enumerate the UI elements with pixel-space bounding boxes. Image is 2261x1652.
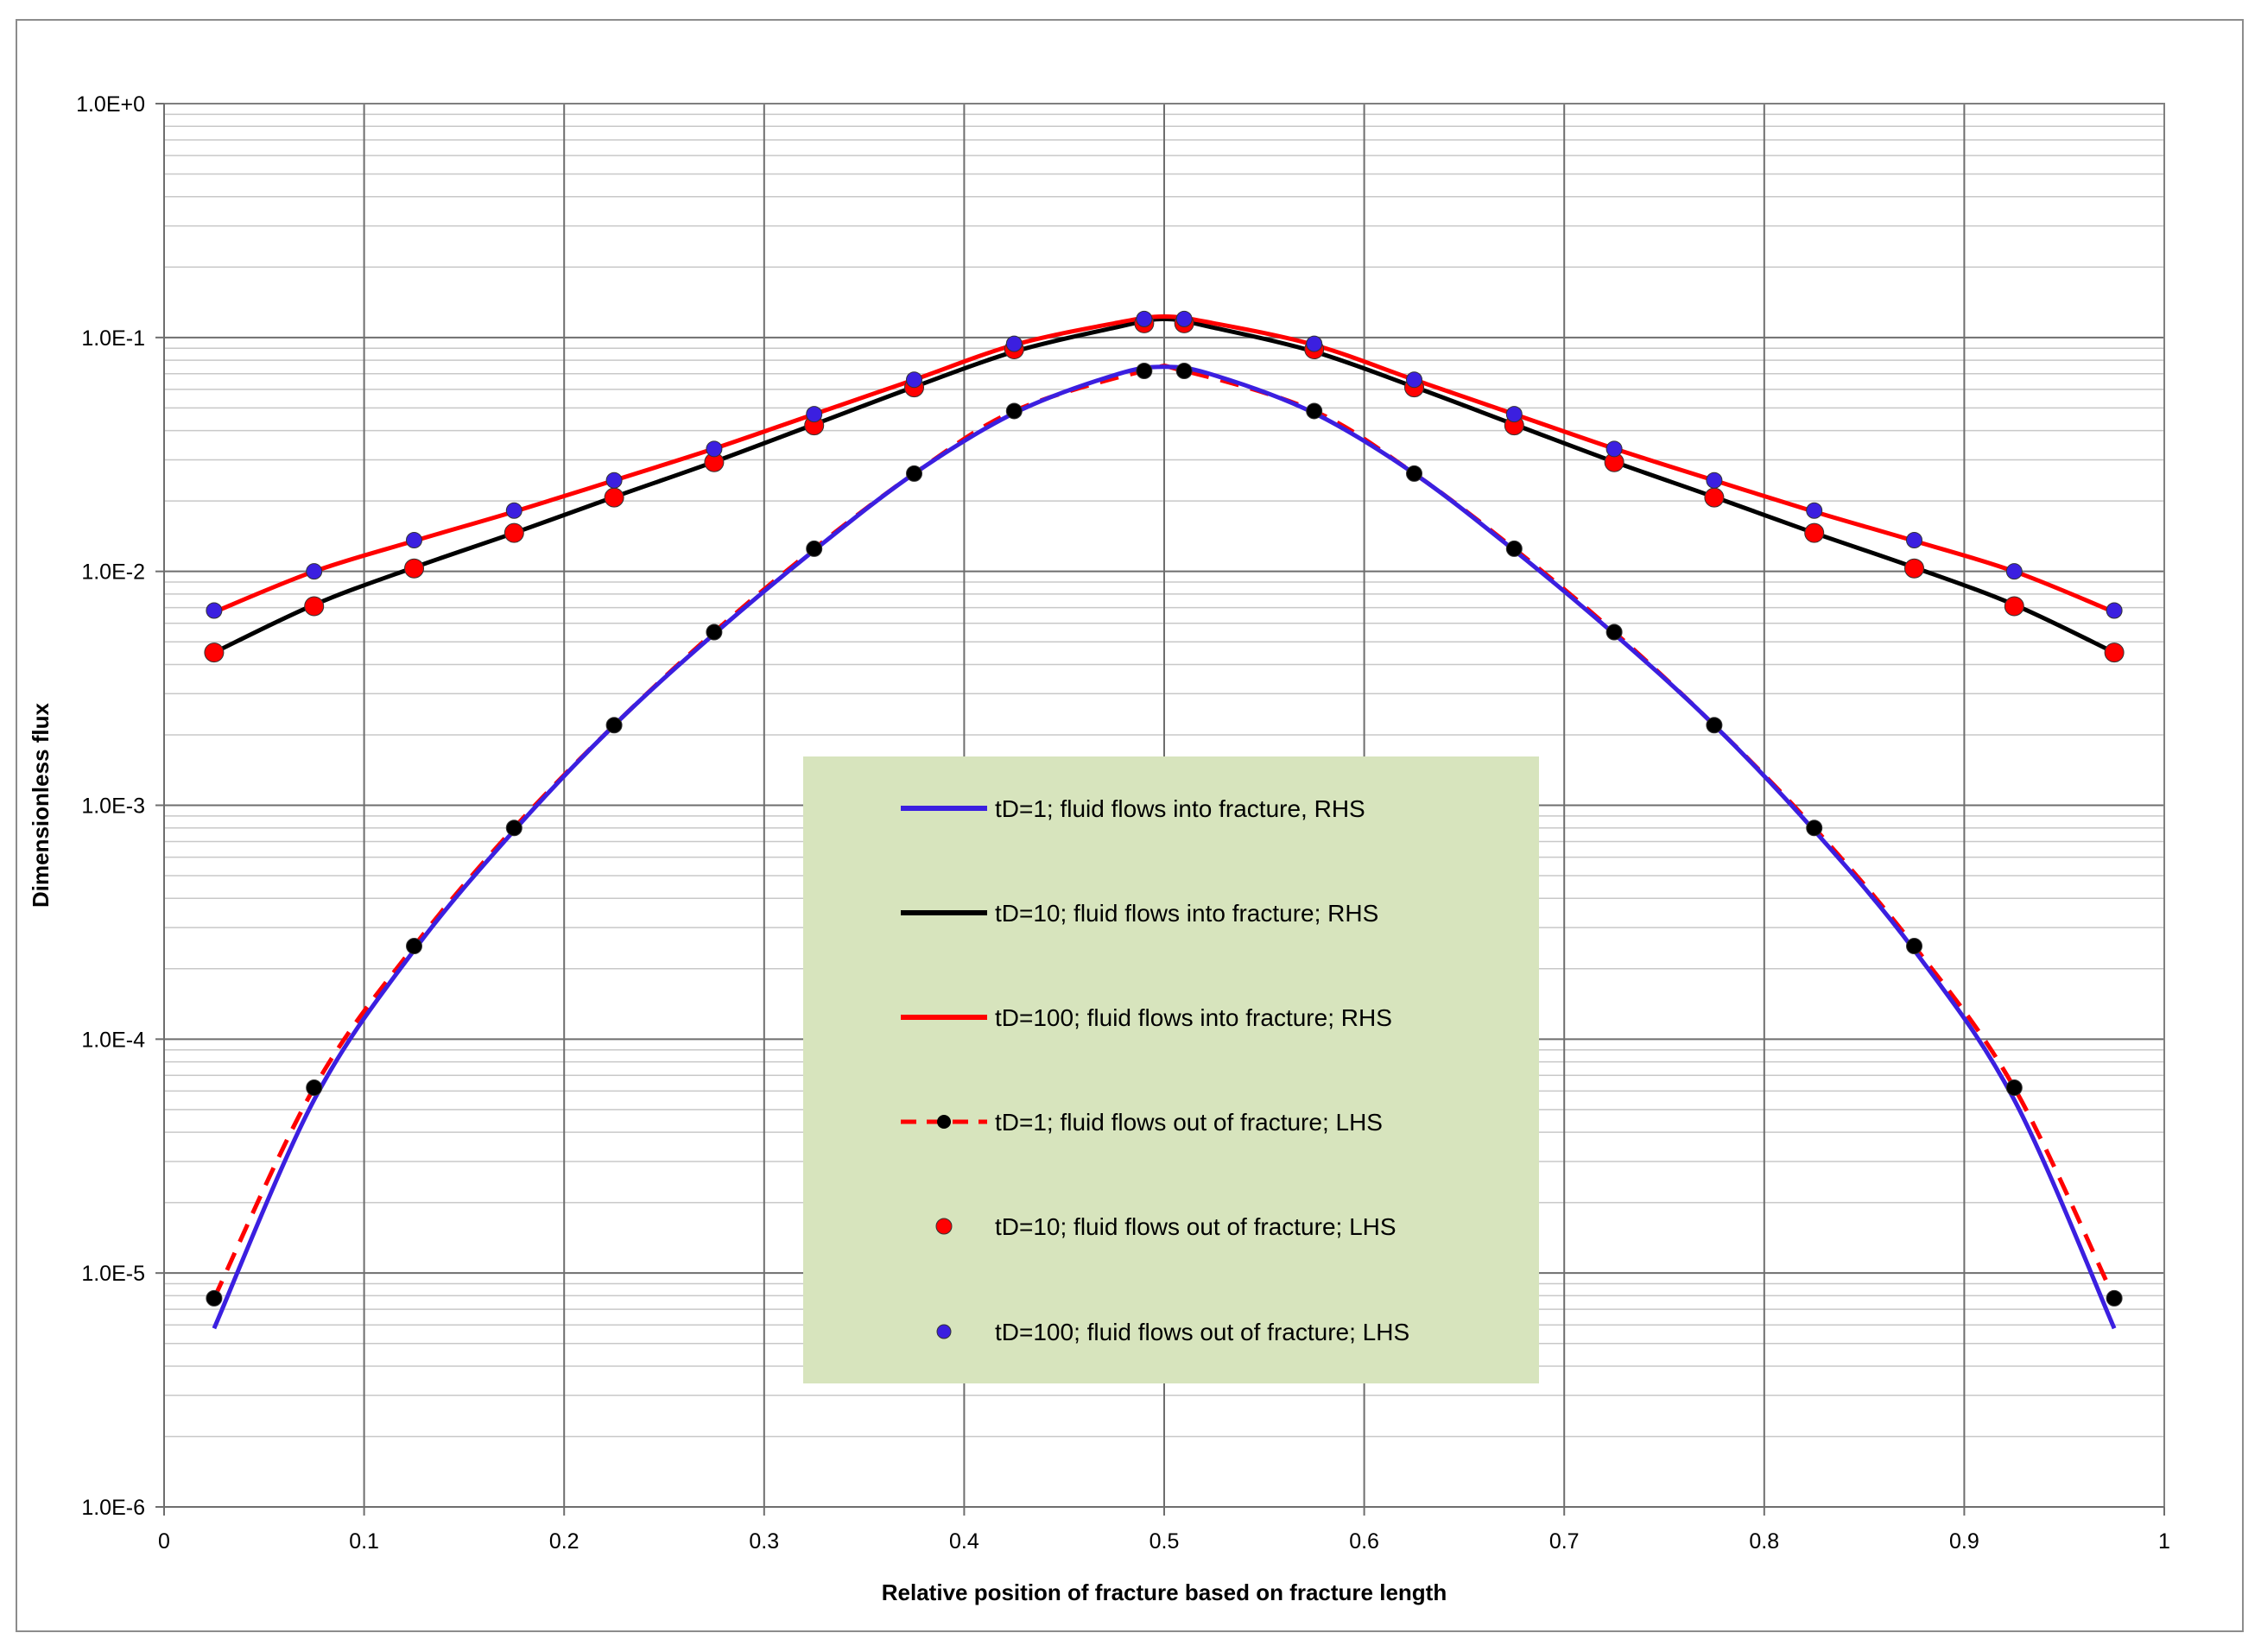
legend-swatch-marker: [936, 1324, 952, 1339]
series-5-point: [1175, 310, 1193, 327]
x-tick-label: 0.1: [349, 1529, 379, 1554]
y-tick-label: 1.0E-6: [81, 1496, 145, 1520]
series-3-point: [1505, 540, 1523, 557]
legend-swatch-marker: [937, 1115, 951, 1129]
x-tick-label: 0.6: [1349, 1529, 1379, 1554]
series-5-point: [1406, 371, 1422, 389]
legend-label: tD=1; fluid flows into fracture, RHS: [995, 795, 1365, 822]
series-5-point: [1606, 440, 1623, 458]
series-3-point: [2106, 1289, 2123, 1307]
series-3-point: [1906, 938, 1922, 955]
legend-label: tD=100; fluid flows out of fracture; LHS: [995, 1319, 1409, 1345]
series-4-point: [2004, 596, 2024, 617]
y-axis-title: Dimensionless flux: [28, 702, 54, 907]
series-3-point: [1306, 402, 1323, 420]
series-1-line: [212, 316, 2116, 655]
series-3-point: [1606, 623, 1623, 641]
series-5-point: [1706, 472, 1723, 489]
series-5-point: [505, 502, 522, 519]
series-4-point: [1904, 558, 1924, 579]
legend-label: tD=10; fluid flows into fracture; RHS: [995, 900, 1378, 927]
series-3-point: [1005, 402, 1023, 420]
series-5-point: [1005, 335, 1023, 352]
series-4-point: [1704, 487, 1725, 508]
axes: 0 0.1 0.2 0.3 0.4 0.5 0.6 0.7 0.8 0.9 1 1.0E+0 1.0E-…: [76, 92, 2170, 1554]
y-tick-label: 1.0E-5: [81, 1262, 145, 1286]
x-tick-label: 0.3: [749, 1529, 779, 1554]
series-3-point: [1706, 717, 1723, 734]
series-3-point: [605, 717, 623, 734]
series-5-point: [206, 602, 223, 619]
series-3-point: [1806, 820, 1823, 837]
legend-box: [803, 756, 1539, 1383]
x-tick-label: 0.7: [1549, 1529, 1580, 1554]
y-tick-label: 1.0E+0: [76, 92, 145, 117]
y-tick-label: 1.0E-1: [81, 326, 145, 351]
series-4-point: [204, 642, 225, 663]
legend-label: tD=10; fluid flows out of fracture; LHS: [995, 1213, 1396, 1240]
series-3-point: [1406, 465, 1422, 482]
y-tick-label: 1.0E-3: [81, 794, 145, 819]
x-tick-label: 0.8: [1749, 1529, 1779, 1554]
series-3-point: [1175, 362, 1193, 379]
series-5-point: [406, 531, 422, 548]
legend-label: tD=1; fluid flows out of fracture; LHS: [995, 1109, 1383, 1136]
series-3-point: [306, 1079, 323, 1097]
series-3-point: [806, 540, 823, 557]
series-5-point: [906, 371, 922, 389]
series-3-point: [505, 820, 522, 837]
x-tick-label: 0.4: [949, 1529, 979, 1554]
series-3-point: [2005, 1079, 2023, 1097]
series-2-line: [212, 314, 2116, 615]
x-tick-label: 0.5: [1150, 1529, 1180, 1554]
series-3-point: [906, 465, 922, 482]
series-3-point: [406, 938, 422, 955]
y-tick-label: 1.0E-2: [81, 560, 145, 585]
series-4-point: [2104, 642, 2125, 663]
x-axis-title: Relative position of fracture based on f…: [882, 1579, 1447, 1605]
series-4-point: [304, 596, 325, 617]
series-3-point: [1136, 362, 1153, 379]
series-5-point: [1306, 335, 1323, 352]
series-5-point: [1906, 531, 1922, 548]
series-0-line: [212, 364, 2117, 1330]
series-5-point: [306, 563, 323, 580]
legend-label: tD=100; fluid flows into fracture; RHS: [995, 1004, 1392, 1031]
y-tick-label: 1.0E-4: [81, 1028, 145, 1052]
series-5-point: [806, 406, 823, 423]
series-layer: [204, 310, 2125, 1330]
series-4-point: [604, 487, 624, 508]
x-tick-label: 0.9: [1949, 1529, 1979, 1554]
x-tick-label: 1: [2158, 1529, 2170, 1554]
series-5-point: [2106, 602, 2123, 619]
series-5-point: [2005, 563, 2023, 580]
series-3-point: [706, 623, 723, 641]
series-4-point: [404, 558, 424, 579]
series-5-point: [605, 472, 623, 489]
x-tick-label: 0: [158, 1529, 170, 1554]
series-5-point: [1505, 406, 1523, 423]
series-5-point: [1136, 310, 1153, 327]
legend-swatch-marker: [935, 1218, 953, 1235]
series-4-point: [1804, 522, 1825, 543]
series-3-point: [206, 1289, 223, 1307]
legend: tD=1; fluid flows into fracture, RHS tD=1…: [803, 756, 1539, 1383]
series-4-point: [504, 522, 524, 543]
series-5-point: [706, 440, 723, 458]
series-5-point: [1806, 502, 1823, 519]
x-tick-label: 0.2: [549, 1529, 580, 1554]
